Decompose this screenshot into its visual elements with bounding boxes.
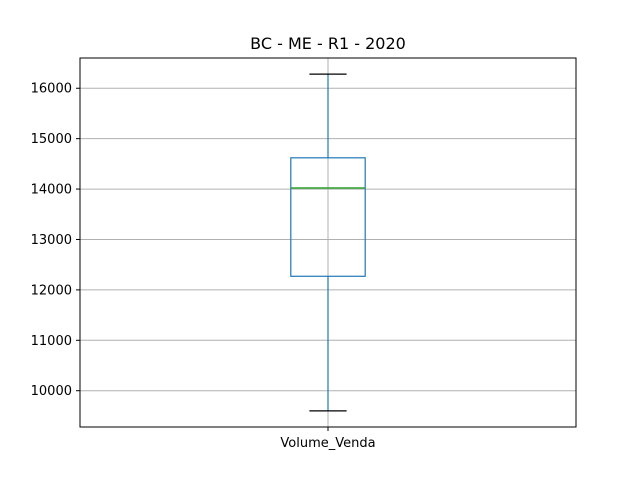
box-plot-group: [290, 73, 366, 412]
axes: 10000 11000 12000 13000 14000 15000 16000 Volum…: [31, 82, 376, 451]
y-tick-label: 10000: [31, 384, 72, 399]
y-tick-label: 15000: [31, 132, 72, 147]
chart-title: BC - ME - R1 - 2020: [250, 34, 406, 53]
y-tick-label: 11000: [31, 334, 72, 349]
y-tick-label: 12000: [31, 283, 72, 298]
y-tick-label: 13000: [31, 233, 72, 248]
iqr-box: [290, 157, 366, 277]
y-tick-label: 16000: [31, 82, 72, 97]
x-tick-label: Volume_Venda: [280, 436, 375, 451]
y-tick-label: 14000: [31, 183, 72, 198]
